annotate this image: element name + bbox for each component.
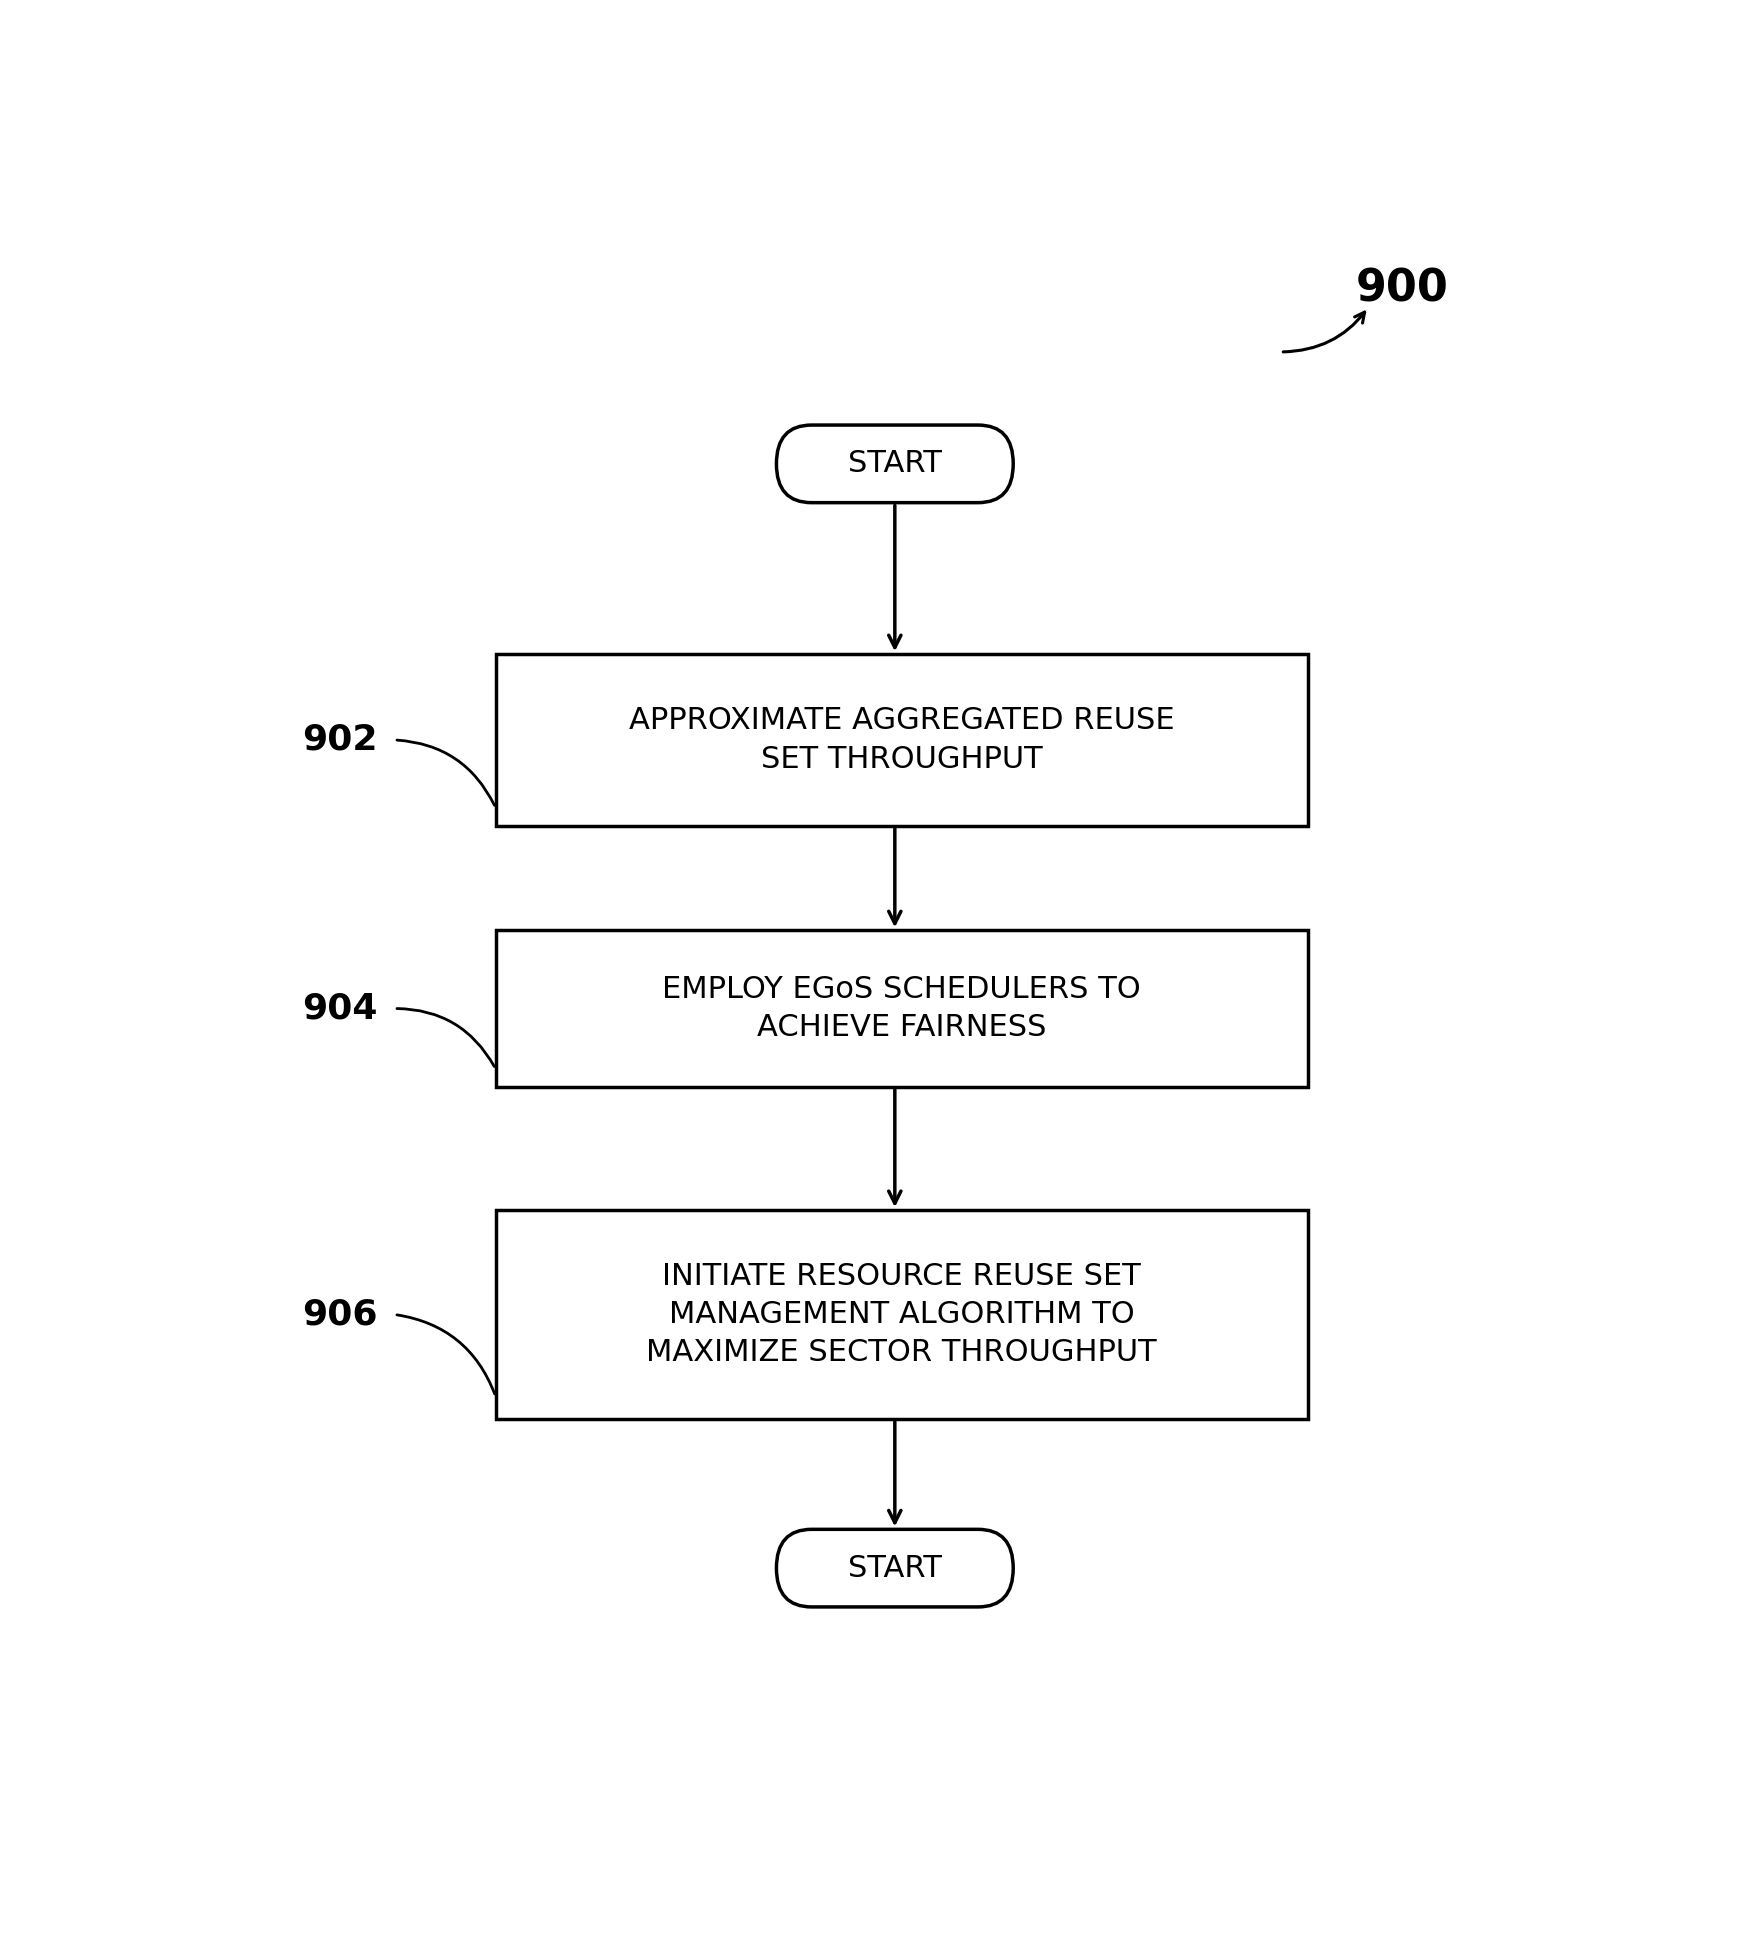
Text: EMPLOY EGoS SCHEDULERS TO
ACHIEVE FAIRNESS: EMPLOY EGoS SCHEDULERS TO ACHIEVE FAIRNE… [662, 975, 1140, 1043]
FancyBboxPatch shape [777, 1529, 1013, 1607]
FancyBboxPatch shape [777, 424, 1013, 502]
Text: START: START [849, 1554, 941, 1583]
Bar [496, 930, 1308, 1087]
Text: 902: 902 [302, 723, 377, 758]
Text: 906: 906 [302, 1297, 377, 1331]
Text: INITIATE RESOURCE REUSE SET
MANAGEMENT ALGORITHM TO
MAXIMIZE SECTOR THROUGHPUT: INITIATE RESOURCE REUSE SET MANAGEMENT A… [646, 1262, 1158, 1366]
Text: START: START [849, 450, 941, 479]
Text: APPROXIMATE AGGREGATED REUSE
SET THROUGHPUT: APPROXIMATE AGGREGATED REUSE SET THROUGH… [629, 705, 1175, 773]
Text: 904: 904 [302, 992, 377, 1025]
Bar [496, 655, 1308, 826]
Text: 900: 900 [1357, 267, 1449, 310]
Bar [496, 1209, 1308, 1419]
